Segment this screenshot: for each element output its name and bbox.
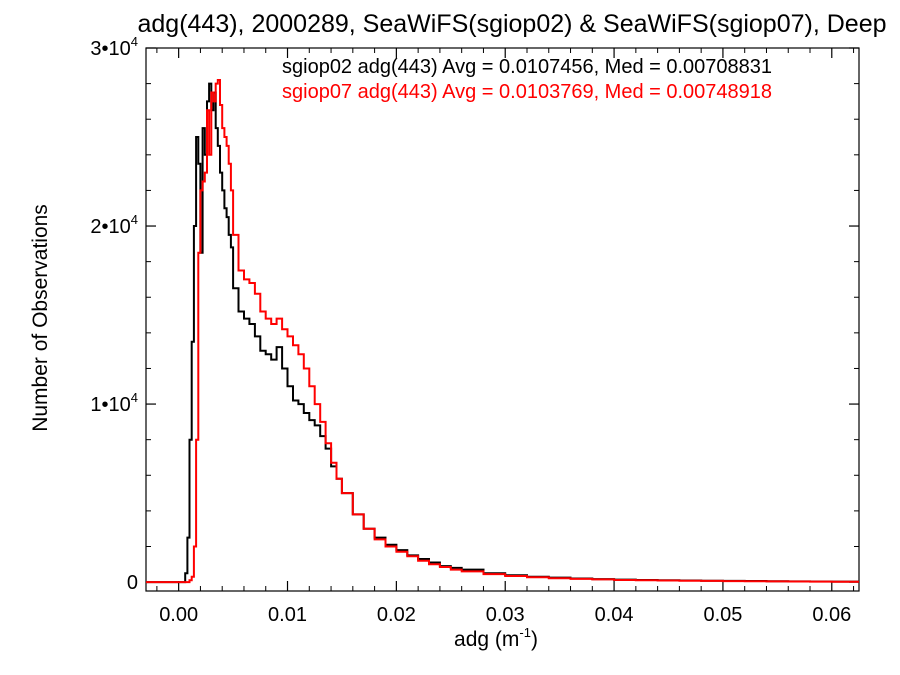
- x-axis-ticks: 0.00 0.01 0.02 0.03 0.04 0.05 0.06: [156, 48, 855, 626]
- x-tick-label: 0.03: [486, 604, 525, 626]
- legend-entry-sgiop07: sgiop07 adg(443) Avg = 0.0103769, Med = …: [282, 81, 772, 103]
- legend: sgiop02 adg(443) Avg = 0.0107456, Med = …: [282, 56, 772, 103]
- y-axis-label: Number of Observations: [29, 204, 52, 432]
- x-tick-label: 0.01: [268, 604, 307, 626]
- series-line-sgiop02: [146, 82, 859, 584]
- x-axis-label-sup: -1: [519, 625, 531, 640]
- y-tick-label-base: 3•10: [90, 38, 130, 60]
- y-tick-label: 1•104: [90, 390, 138, 416]
- x-tick-label: 0.04: [595, 604, 634, 626]
- x-axis-label-suffix: ): [531, 628, 538, 651]
- chart-title: adg(443), 2000289, SeaWiFS(sgiop02) & Se…: [137, 10, 886, 38]
- y-tick-label: 2•104: [90, 212, 138, 238]
- x-axis-label: adg (m-1): [454, 625, 538, 651]
- y-tick-label-base: 1•10: [90, 394, 130, 416]
- x-tick-label: 0.06: [812, 604, 851, 626]
- y-tick-label-exponent: 4: [131, 390, 138, 405]
- y-tick-label: 3•104: [90, 34, 138, 60]
- x-tick-label: 0.05: [703, 604, 742, 626]
- y-tick-label: 0: [127, 572, 138, 594]
- series-line-sgiop07: [146, 79, 859, 584]
- x-axis-label-main: adg (m: [454, 628, 519, 651]
- x-tick-label: 0.02: [377, 604, 416, 626]
- plot-frame: [145, 47, 860, 592]
- y-tick-label-base: 2•10: [90, 216, 130, 238]
- y-tick-label-exponent: 4: [131, 34, 138, 49]
- y-tick-label-base: 0: [127, 572, 138, 594]
- legend-entry-sgiop02: sgiop02 adg(443) Avg = 0.0107456, Med = …: [282, 56, 772, 78]
- series-layer: [146, 79, 859, 584]
- y-tick-label-exponent: 4: [131, 212, 138, 227]
- x-tick-label: 0.00: [159, 604, 198, 626]
